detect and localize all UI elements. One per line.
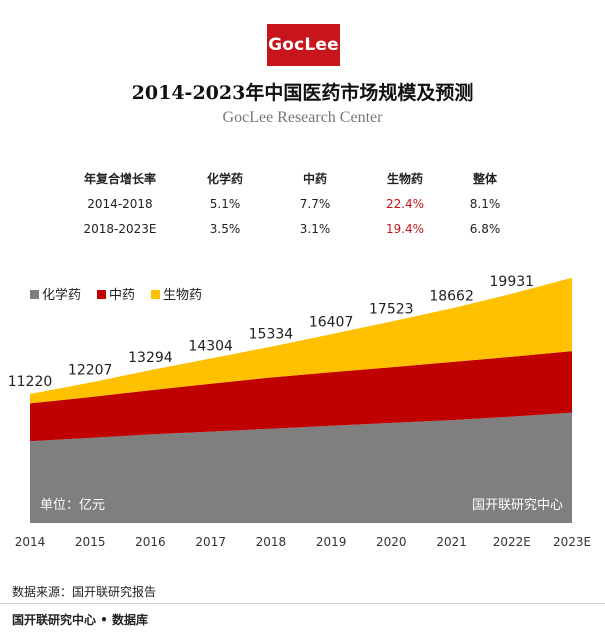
- cagr-table: 年复合增长率 化学药 中药 生物药 整体 2014-2018 5.1% 7.7%…: [60, 166, 520, 241]
- table-cell: 5.1%: [209, 196, 241, 211]
- table-cell: 19.4%: [385, 221, 425, 236]
- total-label: 15334: [249, 327, 294, 343]
- legend-label: 中药: [109, 288, 135, 303]
- x-tick-label: 2021: [436, 535, 467, 549]
- total-label: 21326: [543, 270, 588, 274]
- legend-label: 化学药: [42, 287, 81, 303]
- legend-swatch: [30, 290, 39, 299]
- table-cell: 6.8%: [469, 221, 501, 236]
- chart-title: 2014-2023年中国医药市场规模及预测: [131, 82, 474, 104]
- area-chemical: [30, 412, 572, 523]
- x-tick-label: 2016: [135, 535, 166, 549]
- total-label: 18662: [429, 288, 474, 304]
- table-cell: 2014-2018: [87, 196, 153, 211]
- total-label: 13294: [128, 350, 173, 366]
- data-source: 数据来源：国开联研究报告: [12, 585, 157, 599]
- cagr-header: 生物药: [386, 172, 423, 186]
- stacked-area-chart: 11220 12207 13294 14304 15334 16407 17523 18662…: [8, 270, 591, 549]
- x-tick-label: 2015: [75, 535, 106, 549]
- table-cell: 22.4%: [385, 196, 425, 211]
- area-bio: [30, 277, 572, 404]
- cagr-table-header-row: 年复合增长率 化学药 中药 生物药 整体: [60, 166, 520, 191]
- legend-swatch: [97, 290, 106, 299]
- total-label: 17523: [369, 302, 414, 318]
- x-tick-label: 2014: [15, 535, 46, 549]
- watermark-text: 国开联研究中心: [472, 498, 563, 513]
- total-label: 14304: [188, 339, 233, 355]
- x-tick-label: 2023E: [553, 535, 591, 549]
- cagr-header: 中药: [302, 172, 327, 186]
- table-cell: 7.7%: [299, 196, 331, 211]
- area-tcm: [30, 351, 572, 442]
- cagr-header: 整体: [472, 172, 497, 186]
- table-row: 2018-2023E 3.5% 3.1% 19.4% 6.8%: [60, 216, 520, 241]
- total-label: 11220: [8, 374, 53, 390]
- chart-subtitle: GocLee Research Center: [222, 109, 383, 126]
- total-label: 16407: [309, 314, 354, 330]
- x-tick-label: 2017: [195, 535, 226, 549]
- legend-label: 生物药: [163, 288, 202, 303]
- table-row: 2014-2018 5.1% 7.7% 22.4% 8.1%: [60, 191, 520, 216]
- table-cell: 3.5%: [209, 221, 241, 236]
- footer-brand: 国开联研究中心 • 数据库: [12, 613, 149, 627]
- x-tick-label: 2020: [376, 535, 407, 549]
- x-tick-label: 2022E: [493, 535, 531, 549]
- table-cell: 8.1%: [469, 196, 501, 211]
- table-cell: 3.1%: [299, 221, 331, 236]
- total-label: 19931: [490, 274, 535, 290]
- cagr-header: 化学药: [206, 172, 243, 186]
- total-label: 12207: [68, 363, 113, 379]
- goclee-logo: GocLee: [267, 24, 340, 66]
- cagr-header: 年复合增长率: [83, 172, 156, 186]
- divider: [0, 603, 605, 604]
- x-tick-label: 2018: [256, 535, 287, 549]
- x-tick-label: 2019: [316, 535, 347, 549]
- table-cell: 2018-2023E: [83, 221, 157, 236]
- legend-swatch: [151, 290, 160, 299]
- unit-label: 单位：亿元: [40, 498, 105, 513]
